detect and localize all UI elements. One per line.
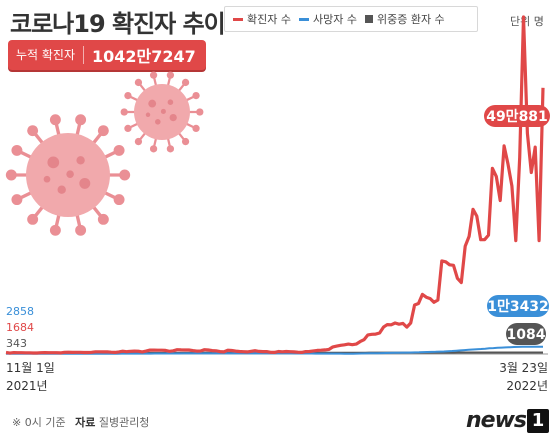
series-layer <box>5 15 545 355</box>
svg-text:49만881: 49만881 <box>486 109 548 125</box>
cumulative-label: 누적 확진자 <box>8 46 85 64</box>
legend-item-cases: 확진자 수 <box>233 11 291 27</box>
chart-legend: 확진자 수 사망자 수 위중증 환자 수 <box>224 6 478 32</box>
news1-logo-badge: 1 <box>527 409 549 433</box>
page-title: 코로나19 확진자 추이 <box>10 10 226 38</box>
cumulative-badge: 누적 확진자 1042만7247 <box>8 40 206 70</box>
cumulative-value: 1042만7247 <box>92 47 196 66</box>
legend-item-critical: 위중증 환자 수 <box>364 11 445 27</box>
label-layer: 2858 1684 343 49만881 1만3432 1084 11월 1일 2021년 3월… <box>6 105 550 393</box>
news1-logo: news <box>466 408 527 433</box>
virus-illustration <box>5 71 204 236</box>
end-label-deaths: 1만3432 <box>487 295 549 317</box>
legend-swatch-deaths <box>298 17 309 21</box>
footer-source: 질병관리청 <box>98 416 150 429</box>
legend-label-deaths: 사망자 수 <box>312 13 357 26</box>
start-label-deaths: 343 <box>6 337 27 350</box>
legend-swatch-cases <box>233 17 243 21</box>
virus-icon-large <box>5 114 131 236</box>
svg-text:1만3432: 1만3432 <box>487 299 549 315</box>
end-label-cases: 49만881 <box>484 105 550 127</box>
legend-label-cases: 확진자 수 <box>247 13 291 26</box>
x-tick-start-year: 2021년 <box>6 379 48 393</box>
footer-note: ※ 0시 기준 자료 질병관리청 <box>12 414 149 430</box>
start-label-cases: 2858 <box>6 305 34 318</box>
end-label-critical: 1084 <box>506 323 546 345</box>
series-line-cases <box>5 15 545 355</box>
start-label-critical: 1684 <box>6 321 34 334</box>
footer-source-label: 자료 <box>75 416 96 429</box>
x-tick-end-year: 2022년 <box>506 379 548 393</box>
legend-label-critical: 위중증 환자 수 <box>376 13 445 26</box>
x-tick-end-date: 3월 23일 <box>499 361 548 375</box>
legend-swatch-critical <box>364 15 373 23</box>
unit-label: 단위 명 <box>510 15 544 28</box>
x-tick-start-date: 11월 1일 <box>6 361 55 375</box>
svg-text:1084: 1084 <box>507 327 546 343</box>
footer-note-text: ※ 0시 기준 <box>12 416 66 429</box>
virus-icon-small <box>120 71 204 153</box>
legend-item-deaths: 사망자 수 <box>298 11 357 27</box>
